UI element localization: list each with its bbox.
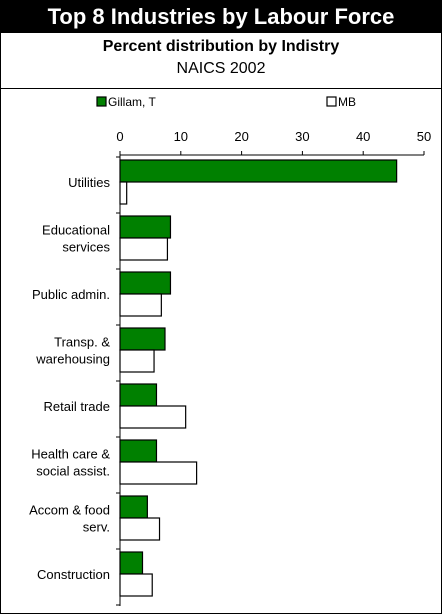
bar-1-7 (119, 573, 153, 597)
bar-1-3 (119, 349, 155, 373)
bar-1-6 (119, 517, 161, 541)
category-label-7-0: Construction (37, 567, 110, 582)
bar-0-2 (119, 271, 172, 295)
category-label-3-1: warehousing (35, 352, 110, 367)
bar-1-5 (119, 461, 198, 485)
x-tick-label-1: 10 (174, 129, 188, 144)
category-label-5-0: Health care & (31, 447, 110, 462)
bar-1-4 (119, 405, 187, 429)
legend: Gillam, T MB (96, 95, 356, 109)
bars (119, 159, 398, 597)
bar-0-1 (119, 215, 172, 239)
x-axis: 0 10 20 30 40 50 (116, 129, 431, 606)
header-divider (1, 88, 441, 89)
category-label-3-0: Transp. & (54, 335, 110, 350)
x-tick-label-4: 40 (356, 129, 370, 144)
bar-1-0 (119, 181, 128, 205)
category-label-6-0: Accom & food (29, 503, 110, 518)
bar-1-1 (119, 237, 169, 261)
category-label-1-1: services (62, 240, 110, 255)
x-tick-label-2: 20 (234, 129, 248, 144)
bar-0-4 (119, 383, 158, 407)
bar-0-3 (119, 327, 166, 351)
category-label-1-0: Educational (42, 223, 110, 238)
legend-swatch-0 (96, 96, 107, 107)
bar-0-0 (119, 159, 398, 183)
x-tick-label-5: 50 (417, 129, 431, 144)
category-label-2-0: Public admin. (32, 287, 110, 302)
category-labels: Utilities Educational services Public admin… (29, 175, 110, 582)
legend-label-0: Gillam, T (108, 95, 156, 109)
x-tick-label-3: 30 (295, 129, 309, 144)
category-label-5-1: social assist. (36, 464, 110, 479)
category-label-6-1: serv. (83, 520, 110, 535)
x-tick-label-0: 0 (116, 129, 123, 144)
legend-label-1: MB (338, 95, 356, 109)
bar-0-7 (119, 551, 144, 575)
bar-1-2 (119, 293, 162, 317)
chart-subtitle-naics: NAICS 2002 (176, 60, 266, 77)
category-label-0-0: Utilities (68, 175, 110, 190)
chart-subtitle: Percent distribution by Indistry (102, 38, 340, 55)
bar-0-5 (119, 439, 158, 463)
category-label-4-0: Retail trade (44, 399, 110, 414)
bar-0-6 (119, 495, 148, 519)
legend-swatch-1 (326, 96, 337, 107)
chart-title: Top 8 Industries by Labour Force (1, 1, 441, 33)
